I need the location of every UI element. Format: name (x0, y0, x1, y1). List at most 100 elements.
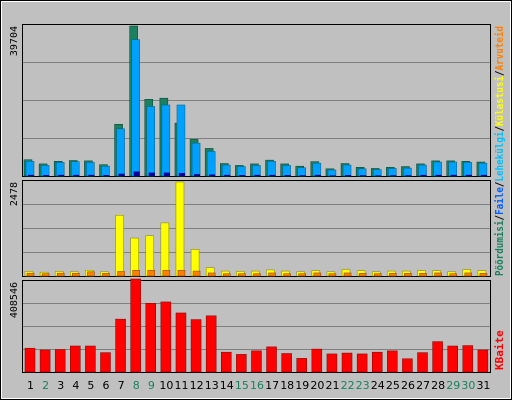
bar-pages (405, 175, 412, 176)
x-tick-label: 20 (310, 379, 324, 392)
bar-sites (56, 272, 65, 277)
bar-sites (358, 273, 367, 277)
bar-visits (160, 222, 170, 277)
bar-kbytes (85, 345, 96, 373)
bar-files (176, 104, 186, 177)
bar-files (418, 164, 427, 177)
x-tick-label: 24 (371, 379, 385, 392)
legend-entry: Lehekülgi (493, 131, 506, 181)
bar-pages (450, 174, 457, 176)
bar-pages (224, 174, 231, 176)
x-tick-label: 27 (416, 379, 430, 392)
bar-pages (345, 175, 352, 176)
bar-kbytes (39, 349, 51, 373)
bar-pages (299, 175, 306, 176)
x-tick-label: 7 (118, 379, 125, 392)
bar-sites (419, 273, 427, 277)
bar-kbytes (417, 352, 428, 373)
bar-files (116, 128, 125, 177)
bar-sites (389, 273, 397, 277)
legend-top: Pöördumisi/Faile/Lehekülgi/Külastusi/Arv… (493, 26, 506, 276)
bar-pages (284, 175, 291, 176)
x-tick-label: 8 (133, 379, 140, 392)
legend-entry: / (493, 126, 506, 132)
bar-kbytes (402, 358, 413, 373)
x-tick-label: 9 (148, 379, 155, 392)
bar-visits (175, 181, 185, 277)
bar-sites (117, 271, 125, 277)
bar-files (448, 161, 457, 177)
bar-kbytes (447, 345, 458, 373)
bar-files (282, 165, 291, 177)
bar-pages (390, 175, 397, 176)
bar-files (433, 161, 442, 177)
bar-files (40, 165, 50, 177)
x-tick-label: 30 (461, 379, 475, 392)
bar-sites (373, 273, 382, 277)
bar-kbytes (371, 351, 383, 373)
bar-kbytes (462, 345, 474, 373)
x-tick-label: 1 (27, 379, 34, 392)
x-tick-label: 23 (356, 379, 370, 392)
bar-sites (162, 270, 171, 277)
bar-sites (343, 272, 352, 277)
x-tick-label: 2 (42, 379, 49, 392)
bar-pages (360, 175, 367, 176)
x-tick-label: 12 (190, 379, 204, 392)
bar-files (342, 164, 352, 177)
bar-kbytes (236, 354, 247, 373)
legend-entry: Pöördumisi (493, 220, 506, 276)
bar-files (327, 169, 337, 177)
bar-pages (163, 172, 170, 176)
bar-files (252, 165, 261, 177)
bar-kbytes (296, 358, 307, 373)
bar-kbytes (266, 346, 277, 373)
bar-pages (375, 175, 382, 176)
bar-kbytes (145, 303, 157, 373)
bar-pages (435, 174, 442, 176)
bar-files (55, 162, 65, 177)
bar-files (86, 162, 95, 177)
x-tick-label: 31 (476, 379, 490, 392)
bar-sites (404, 273, 412, 277)
legend-entry: Arvuteid (493, 26, 506, 70)
y-max-label-bottom: 408546 (9, 282, 20, 318)
bar-sites (253, 273, 261, 277)
x-tick-label: 3 (57, 379, 64, 392)
bar-sites (207, 272, 216, 277)
bar-visits (145, 235, 155, 277)
bar-pages (254, 174, 261, 176)
x-tick-label: 10 (159, 379, 173, 392)
bar-files (478, 162, 488, 177)
x-tick-label: 22 (341, 379, 355, 392)
bar-kbytes (251, 350, 262, 373)
bar-kbytes (190, 319, 202, 373)
bar-files (71, 161, 80, 177)
bar-kbytes (432, 341, 443, 373)
x-tick-label: 4 (72, 379, 79, 392)
legend-entry: Faile (493, 187, 506, 215)
x-tick-label: 6 (103, 379, 110, 392)
bar-kbytes (387, 350, 398, 373)
bar-files (206, 151, 216, 177)
bar-pages (465, 174, 472, 176)
bar-files (101, 165, 110, 177)
bar-pages (28, 174, 34, 176)
legend-bottom: KBaite (493, 330, 506, 370)
bar-files (403, 167, 412, 177)
bar-files (237, 166, 246, 177)
bar-sites (72, 273, 80, 277)
x-tick-label: 21 (325, 379, 339, 392)
bar-kbytes (54, 349, 66, 373)
bar-files (312, 162, 322, 177)
bar-sites (449, 273, 457, 277)
x-tick-label: 29 (446, 379, 460, 392)
bar-pages (148, 172, 155, 176)
bar-sites (328, 273, 337, 277)
bar-pages (43, 175, 50, 176)
bar-sites (283, 273, 291, 277)
bar-kbytes (281, 353, 292, 373)
bar-sites (132, 270, 140, 277)
